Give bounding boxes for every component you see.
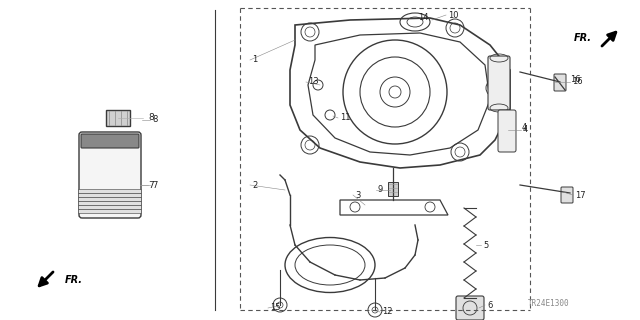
Text: 6: 6 [487, 300, 492, 309]
Text: 12: 12 [382, 308, 392, 316]
FancyBboxPatch shape [79, 205, 141, 210]
FancyBboxPatch shape [79, 194, 141, 197]
FancyBboxPatch shape [488, 56, 510, 110]
FancyBboxPatch shape [79, 132, 141, 218]
Text: 8: 8 [148, 114, 154, 123]
Text: 4: 4 [523, 125, 528, 134]
FancyBboxPatch shape [554, 74, 566, 91]
Text: 10: 10 [448, 11, 458, 20]
Text: 8: 8 [152, 116, 157, 124]
Text: TR24E1300: TR24E1300 [529, 299, 570, 308]
Text: 15: 15 [270, 303, 280, 313]
Text: 7: 7 [148, 180, 154, 189]
Text: 14: 14 [418, 13, 429, 22]
FancyBboxPatch shape [79, 210, 141, 213]
Text: 17: 17 [575, 190, 586, 199]
Text: 16: 16 [570, 76, 580, 84]
Text: FR.: FR. [574, 33, 592, 43]
Text: 11: 11 [340, 114, 351, 123]
Text: 1: 1 [252, 55, 257, 65]
FancyBboxPatch shape [561, 187, 573, 203]
FancyBboxPatch shape [456, 296, 484, 320]
FancyBboxPatch shape [106, 110, 130, 126]
FancyBboxPatch shape [79, 202, 141, 205]
FancyBboxPatch shape [81, 134, 139, 148]
Text: 9: 9 [378, 186, 383, 195]
Text: 16: 16 [572, 77, 582, 86]
FancyBboxPatch shape [388, 182, 398, 196]
Text: 5: 5 [483, 241, 488, 250]
Text: 13: 13 [308, 77, 319, 86]
Text: 4: 4 [522, 124, 527, 132]
Text: FR.: FR. [65, 275, 83, 285]
FancyBboxPatch shape [79, 197, 141, 202]
Text: 7: 7 [152, 180, 157, 189]
Text: 3: 3 [355, 190, 360, 199]
FancyBboxPatch shape [498, 110, 516, 152]
FancyBboxPatch shape [79, 189, 141, 194]
Text: 2: 2 [252, 180, 257, 189]
